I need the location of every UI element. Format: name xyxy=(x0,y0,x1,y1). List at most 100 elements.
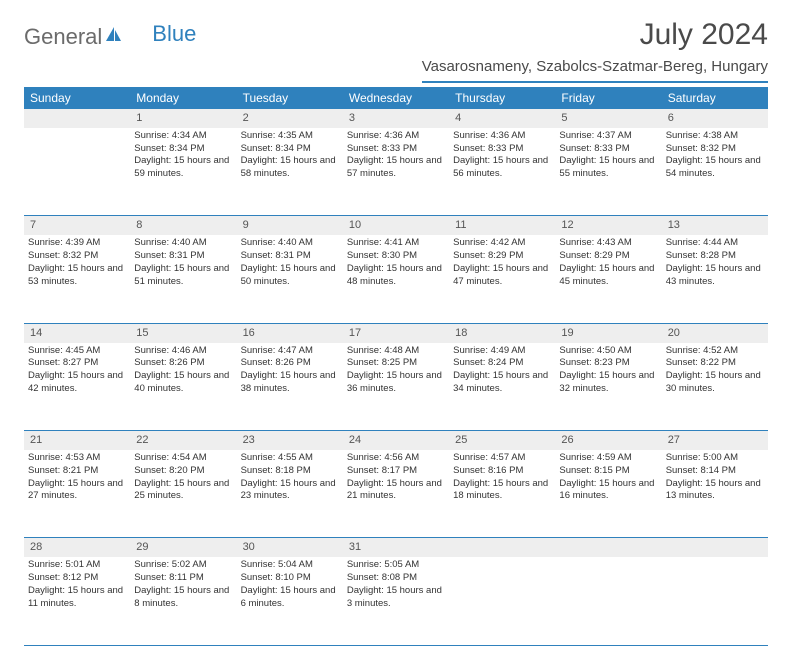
sunset-text: Sunset: 8:32 PM xyxy=(666,143,764,156)
daylight-text: Daylight: 15 hours and 16 minutes. xyxy=(559,478,657,504)
day-cell: Sunrise: 4:43 AMSunset: 8:29 PMDaylight:… xyxy=(555,235,661,323)
daylight-text: Daylight: 15 hours and 30 minutes. xyxy=(666,370,764,396)
sunset-text: Sunset: 8:16 PM xyxy=(453,465,551,478)
day-number: 4 xyxy=(449,109,555,128)
daylight-text: Daylight: 15 hours and 6 minutes. xyxy=(241,585,339,611)
sunset-text: Sunset: 8:32 PM xyxy=(28,250,126,263)
sunrise-text: Sunrise: 4:38 AM xyxy=(666,130,764,143)
day-cell: Sunrise: 5:02 AMSunset: 8:11 PMDaylight:… xyxy=(130,557,236,645)
day-cell: Sunrise: 4:44 AMSunset: 8:28 PMDaylight:… xyxy=(662,235,768,323)
sunrise-text: Sunrise: 4:40 AM xyxy=(241,237,339,250)
sunrise-text: Sunrise: 4:57 AM xyxy=(453,452,551,465)
day-info-row: Sunrise: 4:34 AMSunset: 8:34 PMDaylight:… xyxy=(24,128,768,216)
day-cell: Sunrise: 5:04 AMSunset: 8:10 PMDaylight:… xyxy=(237,557,343,645)
day-number-row: 21222324252627 xyxy=(24,431,768,450)
sunset-text: Sunset: 8:18 PM xyxy=(241,465,339,478)
daylight-text: Daylight: 15 hours and 11 minutes. xyxy=(28,585,126,611)
day-number xyxy=(449,538,555,557)
day-number: 3 xyxy=(343,109,449,128)
sunset-text: Sunset: 8:14 PM xyxy=(666,465,764,478)
day-number: 17 xyxy=(343,323,449,342)
day-cell: Sunrise: 4:45 AMSunset: 8:27 PMDaylight:… xyxy=(24,343,130,431)
sunrise-text: Sunrise: 4:54 AM xyxy=(134,452,232,465)
sunset-text: Sunset: 8:25 PM xyxy=(347,357,445,370)
daylight-text: Daylight: 15 hours and 23 minutes. xyxy=(241,478,339,504)
day-number-row: 123456 xyxy=(24,109,768,128)
sunrise-text: Sunrise: 4:55 AM xyxy=(241,452,339,465)
sunrise-text: Sunrise: 4:48 AM xyxy=(347,345,445,358)
sunrise-text: Sunrise: 4:50 AM xyxy=(559,345,657,358)
sunset-text: Sunset: 8:10 PM xyxy=(241,572,339,585)
sunrise-text: Sunrise: 4:49 AM xyxy=(453,345,551,358)
daylight-text: Daylight: 15 hours and 18 minutes. xyxy=(453,478,551,504)
day-cell: Sunrise: 4:42 AMSunset: 8:29 PMDaylight:… xyxy=(449,235,555,323)
sunset-text: Sunset: 8:24 PM xyxy=(453,357,551,370)
day-number: 14 xyxy=(24,323,130,342)
logo-sail-icon xyxy=(104,25,124,50)
sunset-text: Sunset: 8:34 PM xyxy=(241,143,339,156)
sunset-text: Sunset: 8:33 PM xyxy=(347,143,445,156)
daylight-text: Daylight: 15 hours and 45 minutes. xyxy=(559,263,657,289)
day-number-row: 78910111213 xyxy=(24,216,768,235)
sunrise-text: Sunrise: 4:45 AM xyxy=(28,345,126,358)
sunset-text: Sunset: 8:31 PM xyxy=(241,250,339,263)
sunrise-text: Sunrise: 4:36 AM xyxy=(347,130,445,143)
sunset-text: Sunset: 8:21 PM xyxy=(28,465,126,478)
day-cell: Sunrise: 5:01 AMSunset: 8:12 PMDaylight:… xyxy=(24,557,130,645)
daylight-text: Daylight: 15 hours and 21 minutes. xyxy=(347,478,445,504)
logo-text-general: General xyxy=(24,24,102,50)
day-number: 27 xyxy=(662,431,768,450)
sunset-text: Sunset: 8:26 PM xyxy=(241,357,339,370)
sunrise-text: Sunrise: 4:52 AM xyxy=(666,345,764,358)
sunset-text: Sunset: 8:11 PM xyxy=(134,572,232,585)
daylight-text: Daylight: 15 hours and 34 minutes. xyxy=(453,370,551,396)
day-info-row: Sunrise: 4:53 AMSunset: 8:21 PM Daylight:… xyxy=(24,450,768,538)
sunrise-text: Sunrise: 4:36 AM xyxy=(453,130,551,143)
day-number: 16 xyxy=(237,323,343,342)
day-number: 22 xyxy=(130,431,236,450)
day-number xyxy=(555,538,661,557)
daylight-text: Daylight: 15 hours and 57 minutes. xyxy=(347,155,445,181)
sunset-text: Sunset: 8:23 PM xyxy=(559,357,657,370)
sunset-text: Sunset: 8:27 PM xyxy=(28,357,126,370)
logo-text-blue: Blue xyxy=(152,21,196,47)
sunset-text: Sunset: 8:29 PM xyxy=(453,250,551,263)
day-cell: Sunrise: 4:52 AMSunset: 8:22 PMDaylight:… xyxy=(662,343,768,431)
weekday-header: Monday xyxy=(130,87,236,109)
day-number: 8 xyxy=(130,216,236,235)
day-number: 31 xyxy=(343,538,449,557)
sunrise-text: Sunrise: 4:37 AM xyxy=(559,130,657,143)
logo: General Blue xyxy=(24,24,196,50)
day-cell xyxy=(449,557,555,645)
sunset-text: Sunset: 8:28 PM xyxy=(666,250,764,263)
daylight-text: Daylight: 15 hours and 3 minutes. xyxy=(347,585,445,611)
day-cell xyxy=(662,557,768,645)
month-title: July 2024 xyxy=(422,18,768,52)
daylight-text: Daylight: 15 hours and 55 minutes. xyxy=(559,155,657,181)
day-cell xyxy=(24,128,130,216)
day-cell: Sunrise: 4:41 AMSunset: 8:30 PMDaylight:… xyxy=(343,235,449,323)
sunset-text: Sunset: 8:12 PM xyxy=(28,572,126,585)
day-cell: Sunrise: 4:56 AMSunset: 8:17 PMDaylight:… xyxy=(343,450,449,538)
day-number: 7 xyxy=(24,216,130,235)
day-number: 10 xyxy=(343,216,449,235)
sunrise-text: Sunrise: 4:53 AM xyxy=(28,452,126,465)
sunset-text: Sunset: 8:26 PM xyxy=(134,357,232,370)
day-info-row: Sunrise: 5:01 AMSunset: 8:12 PMDaylight:… xyxy=(24,557,768,645)
day-cell: Sunrise: 4:37 AMSunset: 8:33 PMDaylight:… xyxy=(555,128,661,216)
day-number: 11 xyxy=(449,216,555,235)
sunrise-text: Sunrise: 5:02 AM xyxy=(134,559,232,572)
daylight-text: Daylight: 15 hours and 36 minutes. xyxy=(347,370,445,396)
day-number: 9 xyxy=(237,216,343,235)
day-number xyxy=(662,538,768,557)
day-number: 19 xyxy=(555,323,661,342)
day-number xyxy=(24,109,130,128)
sunrise-text: Sunrise: 5:00 AM xyxy=(666,452,764,465)
day-number: 5 xyxy=(555,109,661,128)
daylight-text: Daylight: 15 hours and 53 minutes. xyxy=(28,263,126,289)
day-number-row: 28293031 xyxy=(24,538,768,557)
daylight-text: Daylight: 15 hours and 51 minutes. xyxy=(134,263,232,289)
sunset-text: Sunset: 8:29 PM xyxy=(559,250,657,263)
weekday-header: Wednesday xyxy=(343,87,449,109)
sunrise-text: Sunrise: 5:05 AM xyxy=(347,559,445,572)
